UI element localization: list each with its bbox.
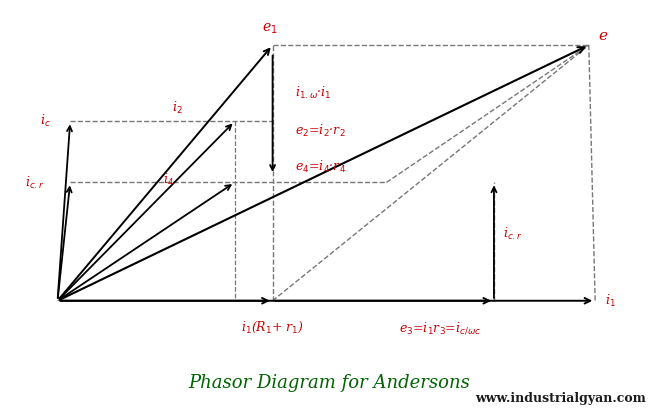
Text: e$_3$=i$_1$r$_3$=i$_{c/\omega c}$: e$_3$=i$_1$r$_3$=i$_{c/\omega c}$ <box>399 320 481 335</box>
Text: i$_{1.\omega}$·i$_1$: i$_{1.\omega}$·i$_1$ <box>295 85 331 101</box>
Text: i$_{c.r}$: i$_{c.r}$ <box>26 174 45 191</box>
Text: i$_c$: i$_c$ <box>40 113 51 129</box>
Text: i$_2$: i$_2$ <box>173 100 183 116</box>
Text: i$_1$: i$_1$ <box>604 293 616 309</box>
Text: www.industrialgyan.com: www.industrialgyan.com <box>474 392 646 405</box>
Text: e$_2$=i$_2$·r$_2$: e$_2$=i$_2$·r$_2$ <box>295 123 345 139</box>
Text: i$_1$(R$_1$+ r$_1$): i$_1$(R$_1$+ r$_1$) <box>241 320 304 335</box>
Text: e: e <box>598 29 608 42</box>
Text: e$_1$: e$_1$ <box>262 21 277 35</box>
Text: i$_{c.r}$: i$_{c.r}$ <box>503 226 523 242</box>
Text: Phasor Diagram for Andersons: Phasor Diagram for Andersons <box>188 375 471 392</box>
Text: i$_4$: i$_4$ <box>163 172 174 188</box>
Text: e$_4$=i$_4$·r$_4$: e$_4$=i$_4$·r$_4$ <box>295 159 346 175</box>
